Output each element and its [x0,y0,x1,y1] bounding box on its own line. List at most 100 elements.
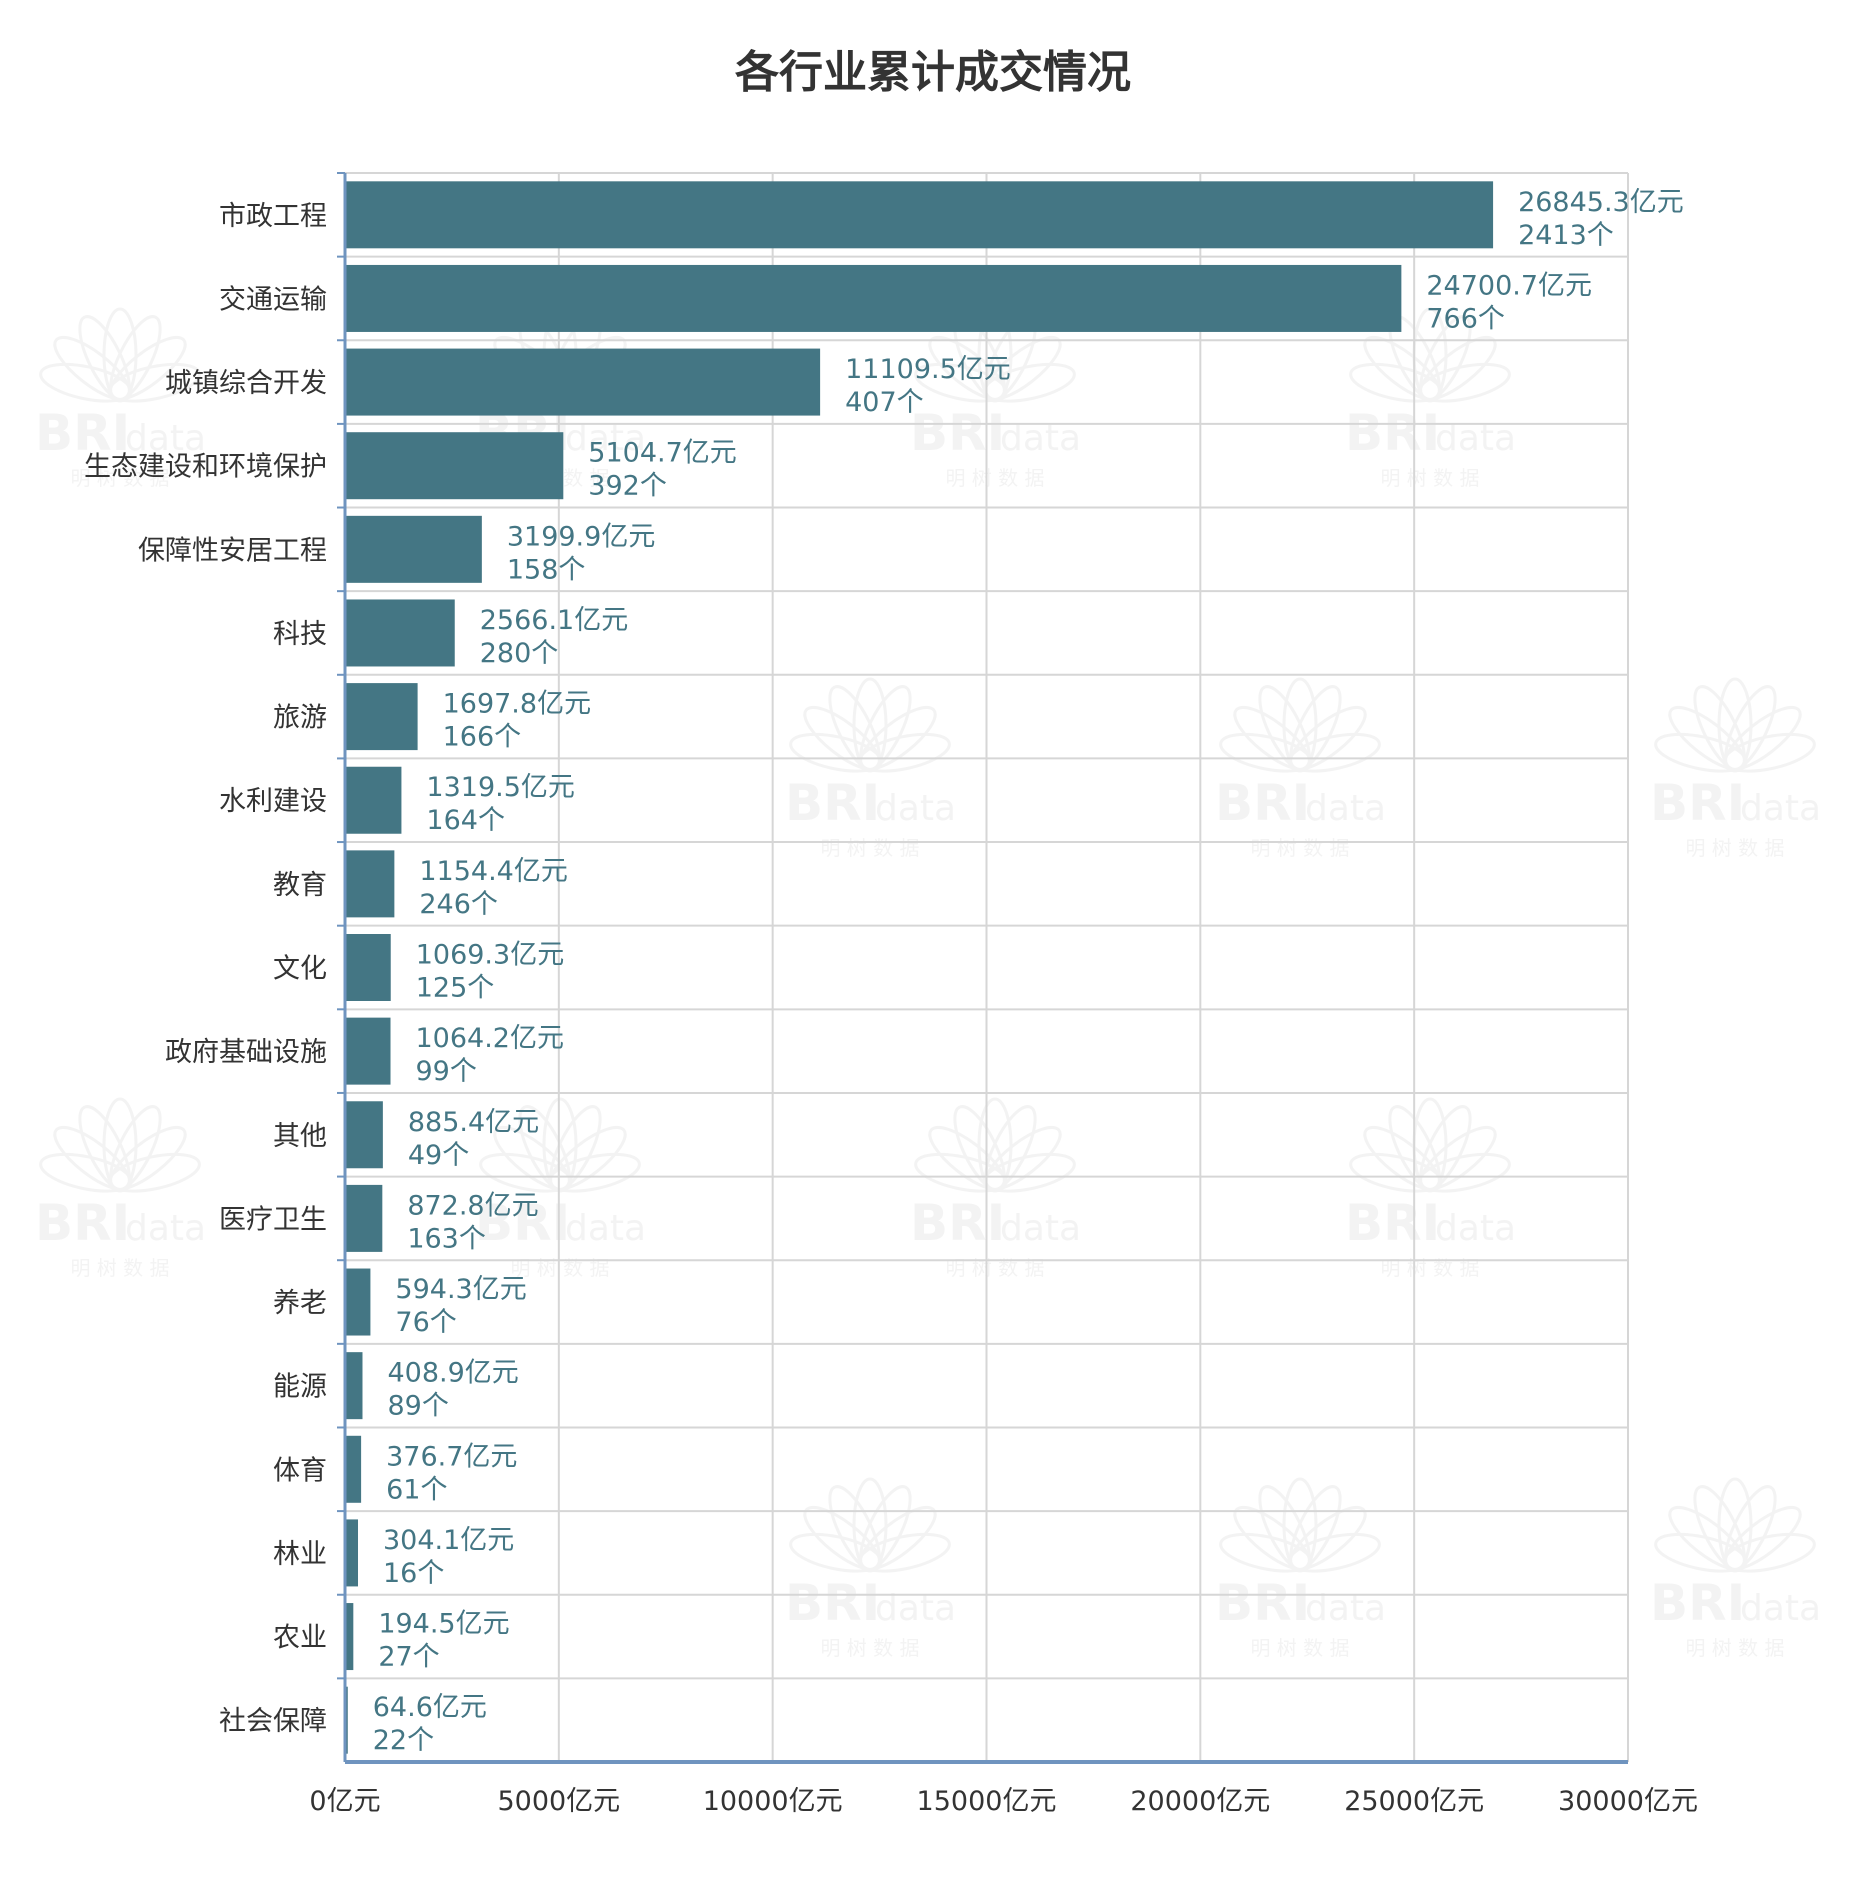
y-tick-label: 科技 [273,619,327,650]
bar [345,1101,383,1169]
bar [345,515,482,583]
svg-text:明 树 数 据: 明 树 数 据 [1685,1636,1784,1660]
svg-text:BRI: BRI [475,1194,570,1252]
bar [345,1017,391,1085]
data-label-count: 125个 [416,973,495,1004]
data-label-value: 872.8亿元 [407,1190,538,1221]
svg-text:明 树 数 据: 明 树 数 据 [1250,1636,1349,1660]
bar [345,599,455,667]
data-label-count: 2413个 [1518,220,1614,251]
svg-text:data: data [1740,788,1821,829]
bar [345,850,395,918]
bar [345,432,564,500]
data-label-count: 27个 [378,1642,439,1673]
svg-text:BRI: BRI [785,1574,880,1632]
data-label-value: 408.9亿元 [387,1358,518,1389]
data-label-value: 11109.5亿元 [845,354,1011,385]
svg-text:data: data [875,788,956,829]
data-label-count: 392个 [588,471,667,502]
y-tick-label: 农业 [273,1623,327,1654]
y-tick-label: 养老 [273,1288,327,1319]
x-tick-label: 15000亿元 [917,1786,1057,1817]
y-tick-label: 医疗卫生 [219,1204,327,1235]
data-label-value: 3199.9亿元 [507,521,655,552]
bar [345,683,418,751]
svg-text:data: data [565,1208,646,1249]
data-label-count: 166个 [443,722,522,753]
y-tick-label: 生态建设和环境保护 [84,452,327,483]
svg-text:BRI: BRI [910,1194,1005,1252]
bar [345,1352,363,1420]
bar [345,766,402,834]
data-label-value: 1697.8亿元 [443,689,591,720]
data-label-value: 1064.2亿元 [416,1023,564,1054]
data-label-value: 885.4亿元 [408,1107,539,1138]
y-tick-label: 市政工程 [219,201,327,232]
data-label-count: 99个 [416,1056,477,1087]
svg-text:明 树 数 据: 明 树 数 据 [945,466,1044,490]
y-tick-label: 林业 [273,1539,327,1570]
bar [345,348,821,416]
bar [345,1268,371,1336]
svg-text:明 树 数 据: 明 树 数 据 [70,1256,169,1280]
data-label-value: 1154.4亿元 [419,856,567,887]
y-tick-label: 社会保障 [219,1706,327,1737]
data-label-count: 246个 [419,889,498,920]
svg-text:明 树 数 据: 明 树 数 据 [1685,836,1784,860]
data-label-value: 24700.7亿元 [1426,270,1592,301]
x-tick-label: 30000亿元 [1558,1786,1698,1817]
data-label-count: 280个 [480,638,559,669]
svg-text:明 树 数 据: 明 树 数 据 [1380,466,1479,490]
svg-text:明 树 数 据: 明 树 数 据 [1250,836,1349,860]
chart-title: 各行业累计成交情况 [735,47,1131,98]
data-label-count: 164个 [426,805,505,836]
data-label-count: 16个 [383,1558,444,1589]
y-tick-label: 城镇综合开发 [165,368,327,399]
y-tick-label: 旅游 [273,703,327,734]
data-label-value: 26845.3亿元 [1518,187,1684,218]
svg-text:data: data [1000,1208,1081,1249]
bar [345,264,1402,332]
svg-text:BRI: BRI [1215,1574,1310,1632]
y-tick-label: 教育 [273,870,327,901]
bar [345,1184,383,1252]
y-tick-label: 水利建设 [219,786,327,817]
y-tick-label: 保障性安居工程 [138,535,327,566]
data-label-count: 22个 [373,1725,434,1756]
y-tick-label: 能源 [273,1372,327,1403]
data-label-value: 194.5亿元 [378,1609,509,1640]
y-tick-label: 体育 [273,1455,327,1486]
svg-text:BRI: BRI [35,1194,130,1252]
data-label-count: 163个 [407,1223,486,1254]
svg-text:BRI: BRI [910,404,1005,462]
y-tick-label: 交通运输 [219,284,327,315]
data-label-count: 407个 [845,387,924,418]
y-tick-label: 文化 [273,954,327,985]
data-label-value: 64.6亿元 [373,1692,487,1723]
svg-text:data: data [1435,1208,1516,1249]
svg-text:明 树 数 据: 明 树 数 据 [820,836,919,860]
bar [345,181,1494,249]
data-label-count: 61个 [386,1474,447,1505]
bar [345,1519,359,1587]
svg-text:BRI: BRI [1345,1194,1440,1252]
data-label-value: 1069.3亿元 [416,940,564,971]
svg-text:BRI: BRI [35,404,130,462]
y-tick-label: 其他 [273,1121,327,1152]
data-label-value: 1319.5亿元 [426,772,574,803]
svg-text:BRI: BRI [1650,1574,1745,1632]
svg-text:明 树 数 据: 明 树 数 据 [70,466,169,490]
